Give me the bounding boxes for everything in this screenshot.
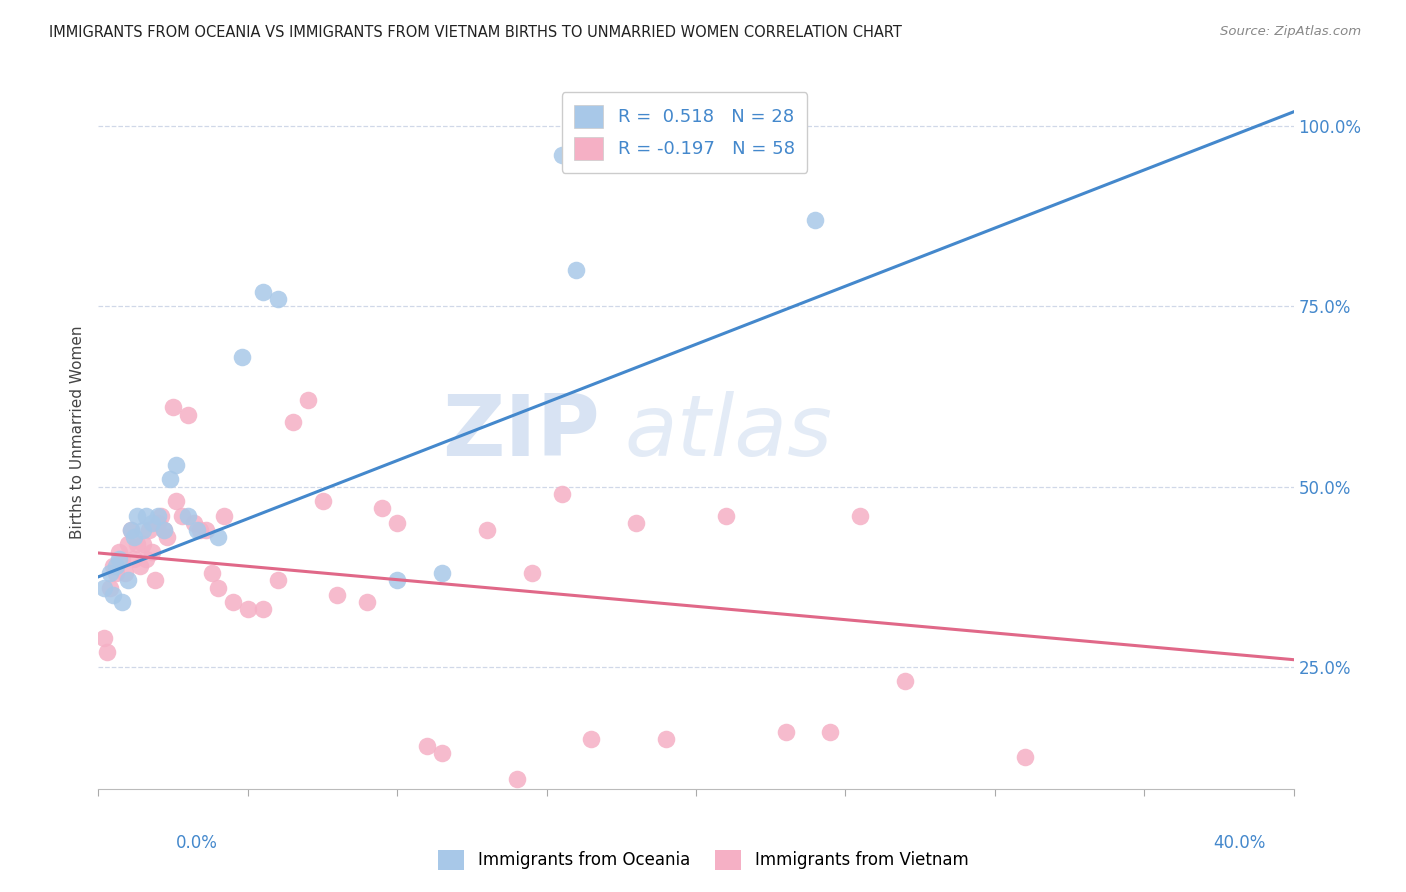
Point [550, 487, 572, 501]
Point [430, 747, 453, 761]
Point [156, 530, 179, 544]
Point [195, 523, 218, 537]
Point [127, 537, 149, 551]
Point [207, 530, 229, 544]
Point [212, 508, 235, 523]
Point [120, 523, 142, 537]
Point [520, 566, 543, 581]
Legend: R =  0.518   N = 28, R = -0.197   N = 58: R = 0.518 N = 28, R = -0.197 N = 58 [561, 92, 807, 173]
Point [148, 508, 170, 523]
Point [385, 574, 409, 588]
Point [93, 631, 115, 645]
Point [1014, 750, 1036, 764]
Point [506, 772, 529, 786]
Point [252, 602, 274, 616]
Legend: Immigrants from Oceania, Immigrants from Vietnam: Immigrants from Oceania, Immigrants from… [430, 843, 976, 877]
Point [183, 516, 205, 530]
Point [177, 408, 200, 422]
Point [165, 494, 187, 508]
Point [267, 574, 290, 588]
Point [117, 537, 139, 551]
Point [143, 574, 166, 588]
Point [714, 508, 737, 523]
Point [135, 508, 157, 523]
Point [430, 566, 453, 581]
Point [177, 508, 200, 523]
Point [141, 544, 163, 558]
Y-axis label: Births to Unmarried Women: Births to Unmarried Women [69, 326, 84, 540]
Point [111, 551, 134, 566]
Point [565, 263, 588, 277]
Point [849, 508, 872, 523]
Point [581, 731, 603, 746]
Point [188, 523, 211, 537]
Point [103, 588, 125, 602]
Point [153, 523, 176, 537]
Point [124, 551, 146, 566]
Point [222, 595, 245, 609]
Point [150, 508, 173, 523]
Point [252, 285, 274, 299]
Point [236, 602, 259, 616]
Point [114, 566, 136, 581]
Point [297, 393, 319, 408]
Text: IMMIGRANTS FROM OCEANIA VS IMMIGRANTS FROM VIETNAM BIRTHS TO UNMARRIED WOMEN COR: IMMIGRANTS FROM OCEANIA VS IMMIGRANTS FR… [49, 25, 903, 40]
Point [117, 574, 139, 588]
Point [172, 508, 194, 523]
Point [371, 501, 394, 516]
Point [103, 558, 125, 573]
Text: atlas: atlas [624, 391, 832, 475]
Point [159, 473, 181, 487]
Point [129, 558, 152, 573]
Point [550, 148, 572, 162]
Point [108, 551, 131, 566]
Point [186, 523, 208, 537]
Point [98, 566, 122, 581]
Point [105, 566, 128, 581]
Point [655, 731, 678, 746]
Point [120, 523, 142, 537]
Point [93, 581, 115, 595]
Text: 40.0%: 40.0% [1213, 834, 1265, 852]
Point [96, 645, 118, 659]
Point [281, 415, 304, 429]
Point [207, 581, 229, 595]
Point [148, 516, 170, 530]
Point [894, 674, 917, 689]
Point [165, 458, 187, 472]
Point [267, 293, 290, 307]
Point [111, 595, 134, 609]
Text: 0.0%: 0.0% [176, 834, 218, 852]
Point [201, 566, 224, 581]
Point [311, 494, 333, 508]
Point [98, 581, 122, 595]
Point [804, 213, 827, 227]
Point [820, 724, 842, 739]
Point [356, 595, 378, 609]
Point [105, 558, 128, 573]
Point [135, 551, 157, 566]
Point [132, 523, 155, 537]
Point [385, 516, 409, 530]
Point [138, 523, 160, 537]
Text: ZIP: ZIP [443, 391, 600, 475]
Point [153, 523, 176, 537]
Point [132, 537, 155, 551]
Point [124, 530, 146, 544]
Point [141, 516, 163, 530]
Point [416, 739, 439, 754]
Point [231, 350, 253, 364]
Point [108, 544, 131, 558]
Point [127, 508, 149, 523]
Point [475, 523, 498, 537]
Point [626, 516, 648, 530]
Text: Source: ZipAtlas.com: Source: ZipAtlas.com [1220, 25, 1361, 38]
Point [162, 401, 184, 415]
Point [326, 588, 349, 602]
Point [775, 724, 797, 739]
